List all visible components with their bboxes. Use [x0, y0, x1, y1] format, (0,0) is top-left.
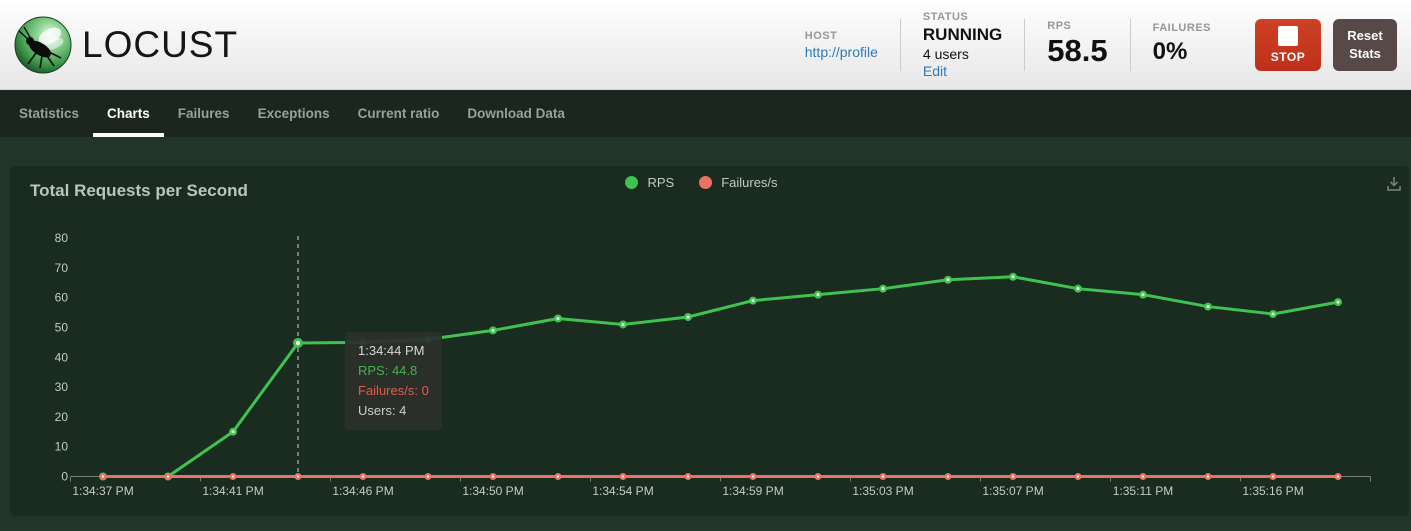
- divider: [1024, 18, 1026, 71]
- failures-block: FAILURES 0%: [1131, 22, 1233, 67]
- svg-text:1:35:11 PM: 1:35:11 PM: [1113, 484, 1173, 498]
- stop-button-label: STOP: [1270, 49, 1306, 64]
- rps-value: 58.5: [1047, 33, 1108, 69]
- rps-chart-panel: Total Requests per Second RPS Failures/s…: [10, 166, 1409, 516]
- locust-logo-icon: [14, 16, 72, 73]
- stop-button[interactable]: STOP: [1255, 18, 1321, 71]
- svg-text:50: 50: [55, 320, 69, 334]
- tab-failures[interactable]: Failures: [177, 106, 230, 121]
- svg-text:40: 40: [55, 350, 69, 364]
- legend-dot-failures[interactable]: [699, 176, 713, 189]
- svg-text:0: 0: [61, 470, 68, 484]
- stop-icon: [1278, 25, 1298, 46]
- charts-page: Total Requests per Second RPS Failures/s…: [0, 166, 1411, 531]
- logo-text: LOCUST: [82, 23, 239, 65]
- legend-label-rps[interactable]: RPS: [647, 175, 675, 190]
- svg-text:1:35:03 PM: 1:35:03 PM: [852, 484, 913, 498]
- tab-download-data[interactable]: Download Data: [467, 106, 565, 121]
- svg-text:1:35:16 PM: 1:35:16 PM: [1242, 484, 1303, 498]
- svg-text:1:34:54 PM: 1:34:54 PM: [592, 484, 653, 498]
- svg-text:1:34:50 PM: 1:34:50 PM: [462, 484, 523, 498]
- tab-charts[interactable]: Charts: [93, 90, 164, 137]
- rps-block: RPS 58.5: [1025, 20, 1129, 68]
- svg-text:80: 80: [55, 231, 69, 245]
- failures-label: FAILURES: [1152, 21, 1211, 34]
- svg-text:1:34:46 PM: 1:34:46 PM: [332, 484, 393, 498]
- divider: [1129, 18, 1131, 71]
- svg-text:30: 30: [55, 380, 69, 394]
- svg-text:10: 10: [55, 440, 69, 454]
- header-stats: HOST http://profile STATUS RUNNING 4 use…: [783, 11, 1397, 79]
- chart-title: Total Requests per Second: [30, 181, 248, 200]
- status-block: STATUS RUNNING 4 users Edit: [901, 11, 1024, 79]
- rps-chart-svg[interactable]: 0 10 20 30 40 50 60 70 80 1:34:37 PM 1:34:41 PM 1:3…: [10, 166, 1409, 516]
- tab-exceptions[interactable]: Exceptions: [257, 106, 330, 121]
- reset-stats-button[interactable]: Reset Stats: [1333, 18, 1397, 71]
- edit-link[interactable]: Edit: [922, 62, 948, 79]
- legend-label-failures[interactable]: Failures/s: [721, 175, 778, 190]
- svg-text:1:34:37 PM: 1:34:37 PM: [72, 484, 133, 498]
- chart-legend: RPS Failures/s: [10, 175, 1409, 190]
- status-value: RUNNING: [922, 24, 1003, 44]
- svg-text:70: 70: [55, 261, 69, 275]
- divider: [899, 18, 901, 71]
- main-nav: Statistics Charts Failures Exceptions Cu…: [0, 90, 1411, 137]
- rps-label: RPS: [1047, 20, 1072, 33]
- tab-current-ratio[interactable]: Current ratio: [357, 106, 440, 121]
- legend-dot-rps[interactable]: [625, 176, 639, 189]
- status-label: STATUS: [922, 10, 969, 23]
- download-chart-icon[interactable]: [1385, 175, 1403, 193]
- svg-text:1:34:41 PM: 1:34:41 PM: [202, 484, 263, 498]
- host-label: HOST: [804, 29, 838, 42]
- status-users: 4 users: [922, 45, 969, 62]
- locust-logo: LOCUST: [14, 16, 238, 74]
- svg-text:60: 60: [55, 291, 69, 305]
- svg-text:1:35:07 PM: 1:35:07 PM: [982, 484, 1043, 498]
- svg-text:20: 20: [55, 410, 69, 424]
- tab-statistics[interactable]: Statistics: [19, 106, 80, 121]
- failures-value: 0%: [1152, 37, 1188, 65]
- host-link[interactable]: http://profile: [804, 43, 878, 60]
- host-block: HOST http://profile: [783, 30, 900, 60]
- app-header: LOCUST HOST http://profile STATUS RUNNIN…: [0, 0, 1411, 90]
- svg-text:1:34:59 PM: 1:34:59 PM: [722, 484, 783, 498]
